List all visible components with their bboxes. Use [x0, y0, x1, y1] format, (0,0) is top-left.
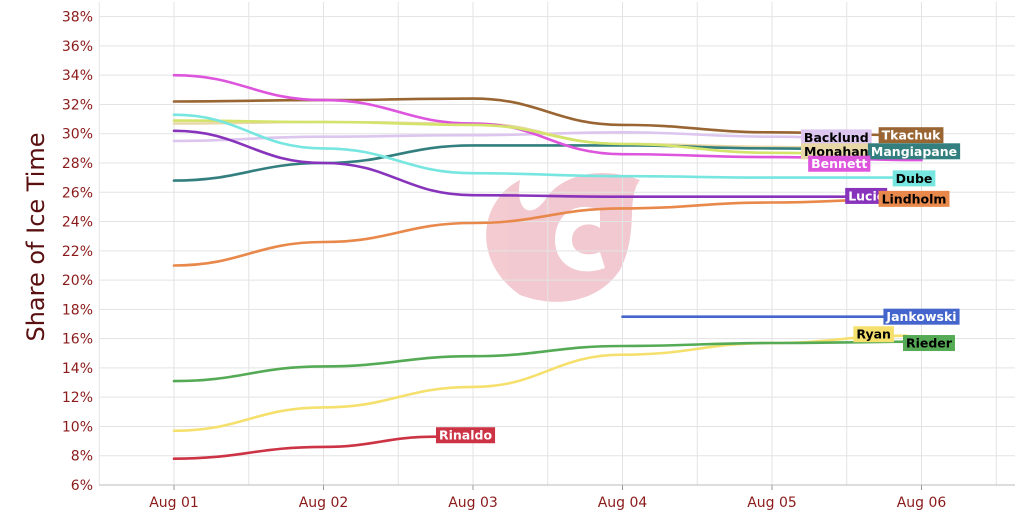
- x-tick-label: Aug 06: [897, 495, 947, 511]
- series-label-text: Mangiapane: [871, 144, 957, 159]
- x-tick-label: Aug 05: [747, 495, 797, 511]
- y-tick-label: 22%: [62, 244, 93, 260]
- series-label-text: Ryan: [856, 327, 891, 342]
- y-tick-label: 10%: [62, 419, 93, 435]
- series-label-box: [878, 127, 944, 144]
- series-label-box: [867, 143, 961, 160]
- series-label-mangiapane: Mangiapane: [867, 143, 961, 160]
- y-tick-label: 26%: [62, 185, 93, 201]
- y-tick-label: 36%: [62, 39, 93, 55]
- series-label-box: [808, 155, 871, 172]
- series-label-ryan: Ryan: [853, 326, 894, 343]
- series-label-text: Backlund: [804, 130, 869, 145]
- series-label-box: [853, 326, 894, 343]
- series-label-text: Lindholm: [882, 191, 947, 206]
- flames-logo-watermark: [486, 172, 640, 302]
- series-line-rieder: [172, 340, 938, 383]
- series-label-box: [800, 143, 872, 160]
- series-label-lindholm: Lindholm: [878, 190, 950, 207]
- series-label-box: [800, 129, 872, 146]
- y-tick-label: 12%: [62, 390, 93, 406]
- series-label-jankowski: Jankowski: [883, 308, 960, 325]
- x-tick-label: Aug 01: [149, 495, 199, 511]
- series-label-bennett: Bennett: [808, 155, 871, 172]
- flames-logo-shape: [486, 172, 640, 302]
- series-line-bennett: [172, 73, 923, 162]
- series-label-lucic: Lucic: [845, 187, 888, 204]
- y-axis-label: Share of Ice Time: [22, 132, 50, 341]
- series-label-text: Lucic: [848, 188, 884, 203]
- series-label-tkachuk: Tkachuk: [878, 127, 944, 144]
- series-label-text: Jankowski: [885, 309, 956, 324]
- x-tick-label: Aug 04: [598, 495, 648, 511]
- series-label-text: Rinaldo: [439, 428, 492, 443]
- series-label-box: [435, 427, 496, 444]
- y-tick-label: 28%: [62, 156, 93, 172]
- flames-logo-c: [555, 206, 605, 272]
- y-tick-label: 38%: [62, 10, 93, 26]
- y-tick-label: 6%: [71, 478, 93, 494]
- y-tick-label: 14%: [62, 361, 93, 377]
- series-line-unlabeled-5: [172, 119, 938, 157]
- series-line-ryan: [172, 334, 908, 433]
- y-tick-label: 8%: [71, 449, 93, 465]
- series-label-text: Tkachuk: [882, 128, 941, 143]
- x-axis: Aug 01 Aug 02 Aug 03 Aug 04 Aug 05 Aug 06: [99, 484, 1015, 511]
- series-line-mangiapane: [172, 144, 938, 182]
- y-tick-label: 18%: [62, 302, 93, 318]
- series-label-rinaldo: Rinaldo: [435, 427, 496, 444]
- y-tick-label: 30%: [62, 127, 93, 143]
- y-tick-label: 16%: [62, 332, 93, 348]
- y-axis: 6% 8% 10% 12% 14% 16% 18% 20% 22% 24% 26% 28% 30% 32%…: [62, 10, 93, 494]
- series-label-text: Bennett: [811, 156, 867, 171]
- series-line-dube: [172, 113, 901, 179]
- y-tick-label: 34%: [62, 68, 93, 84]
- series-label-monahan: Monahan: [800, 143, 872, 160]
- series-label-dube: Dube: [892, 170, 936, 187]
- series-line-backlund: [172, 130, 849, 143]
- series-label-text: Dube: [896, 171, 933, 186]
- y-tick-label: 32%: [62, 97, 93, 113]
- series-label-text: Monahan: [804, 144, 869, 159]
- series-label-backlund: Backlund: [800, 129, 872, 146]
- series-line-lucic: [172, 129, 863, 199]
- series-label-box: [883, 308, 960, 325]
- y-tick-label: 24%: [62, 215, 93, 231]
- series-line-lindholm: [172, 198, 893, 267]
- series-labels: Backlund Tkachuk Monahan Mangiapane Bennett D…: [435, 127, 961, 444]
- series-line-rinaldo: [172, 435, 437, 460]
- y-tick-label: 20%: [62, 273, 93, 289]
- series-label-box: [902, 335, 955, 352]
- series-label-box: [878, 190, 950, 207]
- x-tick-label: Aug 02: [299, 495, 349, 511]
- series-lines: [172, 73, 938, 460]
- series-label-box: [892, 170, 936, 187]
- series-label-box: [845, 187, 888, 204]
- x-tick-label: Aug 03: [448, 495, 498, 511]
- series-label-text: Rieder: [906, 336, 953, 351]
- series-label-rieder: Rieder: [902, 335, 955, 352]
